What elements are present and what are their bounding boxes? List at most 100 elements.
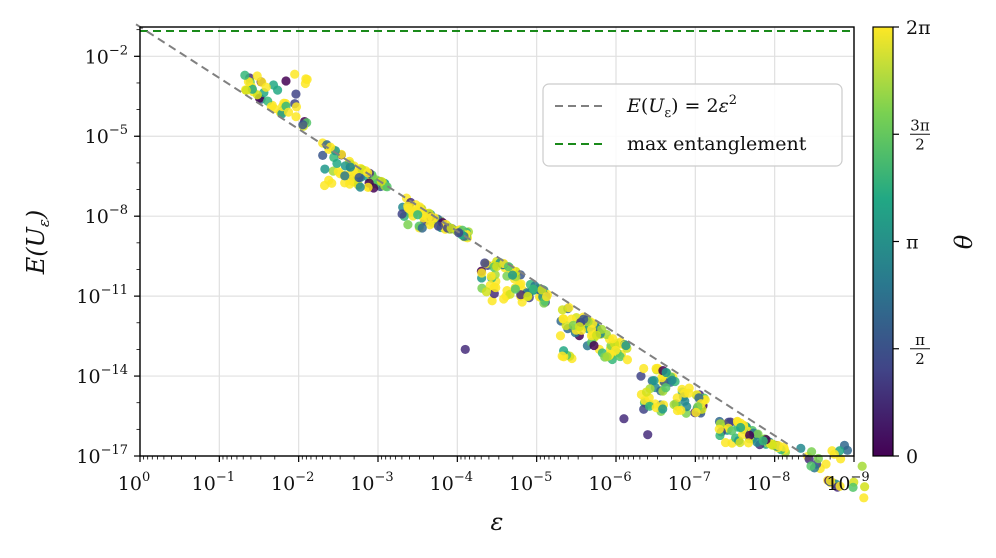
x-tick-label: 100 [118, 470, 150, 495]
y-axis-label: E(Uε) [22, 210, 53, 276]
scatter-point [608, 334, 618, 344]
scatter-point [745, 430, 755, 440]
scatter-point [857, 461, 867, 471]
scatter-point [241, 85, 251, 95]
scatter-point [848, 482, 858, 492]
x-tick-label: 10−9 [826, 470, 869, 495]
scatter-point [523, 291, 533, 302]
x-tick-label: 10−6 [588, 470, 631, 495]
scatter-point [327, 178, 337, 188]
scatter-point [290, 69, 300, 79]
x-tick-label: 10−8 [747, 470, 790, 495]
scatter-point [737, 430, 748, 440]
scatter-point [268, 80, 279, 90]
scatter-point [727, 426, 737, 436]
scatter-point [487, 296, 497, 306]
scatter-point [325, 142, 335, 152]
y-axis-ticks: 10−2 10−5 10−8 10−11 10−14 10−17 [76, 43, 140, 468]
scatter-point [842, 445, 853, 455]
scatter-point [859, 493, 869, 503]
scatter-point [300, 78, 310, 89]
scatter-point [291, 112, 301, 122]
scatter-point [320, 164, 330, 174]
legend: E(Uε) = 2ε2 max entanglement [542, 83, 843, 167]
scatter-point [835, 481, 845, 491]
scatter-point [332, 158, 342, 169]
scatter-point [672, 405, 683, 416]
scatter-point [281, 76, 291, 86]
x-tick-label: 10−3 [350, 470, 393, 495]
scatter-point [291, 89, 301, 99]
legend-max-label: max entanglement [627, 133, 807, 155]
scatter-point [480, 258, 490, 268]
scatter-point [806, 461, 816, 471]
scatter-point [735, 437, 745, 448]
scatter-point [658, 404, 668, 414]
scatter-point [639, 363, 649, 374]
scatter-point [589, 340, 599, 351]
scatter-point [667, 375, 677, 385]
scatter-point [340, 171, 350, 181]
scatter-point [779, 442, 789, 452]
scatter-point [240, 70, 250, 80]
y-tick-label: 10−2 [85, 43, 128, 68]
scatter-point [363, 182, 373, 192]
scatter-point [643, 430, 653, 440]
colorbar-tick-label: 3π [910, 116, 930, 134]
y-tick-label: 10−11 [76, 283, 128, 308]
x-tick-label: 10−7 [668, 470, 711, 495]
scatter-point [446, 223, 456, 233]
scatter-point [743, 438, 754, 448]
colorbar-tick-label: π [906, 232, 919, 254]
scatter-point [753, 429, 763, 439]
scatter-point [318, 150, 328, 160]
scatter-point [397, 209, 407, 219]
colorbar-tick-label: 0 [906, 446, 918, 468]
x-tick-label: 10−4 [430, 470, 473, 495]
scatter-point [460, 344, 470, 355]
scatter-point [813, 453, 824, 464]
colorbar-label: θ [950, 234, 978, 249]
scatter-point [403, 203, 413, 213]
scatter-point [691, 407, 701, 417]
scatter-point [806, 447, 817, 457]
scatter-point [510, 284, 521, 294]
scatter-point [345, 162, 355, 172]
scatter-point [661, 367, 671, 378]
scatter-point [557, 305, 568, 315]
scatter-point [477, 268, 487, 278]
scatter-point [622, 355, 633, 365]
scatter-point [735, 422, 746, 433]
colorbar-tick-label: 2π [906, 17, 931, 39]
scatter-point [492, 261, 502, 272]
scatter-point [558, 314, 568, 324]
scatter-point [649, 375, 659, 386]
scatter-point [503, 261, 514, 272]
scatter-point [591, 330, 602, 340]
plot-frame [139, 26, 855, 457]
scatter-point [720, 437, 731, 448]
scatter-point [661, 383, 671, 393]
scatter-point [354, 172, 364, 183]
x-tick-label: 10−1 [192, 470, 235, 495]
scatter-point [486, 271, 496, 281]
scatter-point [499, 294, 509, 304]
scatter-point [345, 179, 355, 189]
y-tick-label: 10−14 [76, 363, 128, 388]
colorbar-tick-label: π [915, 331, 925, 349]
scatter-point [579, 314, 589, 324]
colorbar-tick-label: 2 [915, 135, 925, 153]
y-tick-label: 10−8 [85, 203, 128, 228]
legend-bound-label: E(Uε) = 2ε2 [626, 93, 737, 121]
colorbar-gradient [872, 26, 894, 457]
scatter-point [636, 371, 646, 381]
scatter-point [597, 324, 607, 334]
scatter-point [319, 180, 330, 191]
scatter-point [860, 482, 870, 492]
scatter-point [641, 387, 652, 397]
scatter-point [291, 102, 302, 112]
y-tick-label: 10−5 [85, 123, 128, 148]
